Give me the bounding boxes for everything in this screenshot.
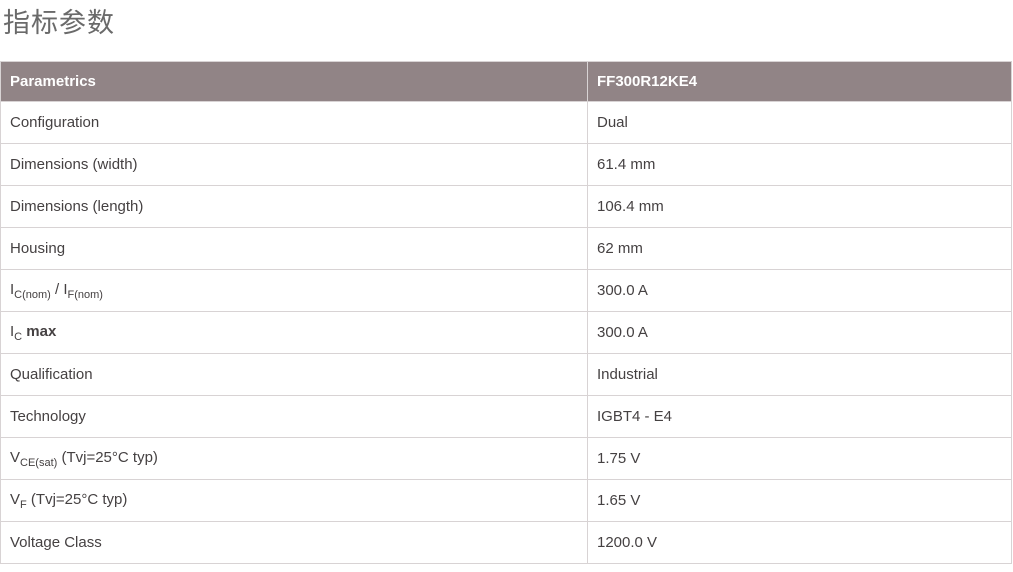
- header-row: Parametrics FF300R12KE4: [0, 61, 1012, 102]
- param-cell: Voltage Class: [0, 521, 588, 564]
- value-cell: 106.4 mm: [587, 185, 1012, 228]
- table-row: IC max 300.0 A: [0, 311, 1012, 354]
- table-row: Housing 62 mm: [0, 227, 1012, 270]
- param-cell: Qualification: [0, 353, 588, 396]
- param-cell: VF (Tvj=25°C typ): [0, 479, 588, 522]
- param-cell: IC max: [0, 311, 588, 354]
- parametrics-table: Parametrics FF300R12KE4 Configuration Dua…: [0, 61, 1012, 564]
- value-cell: 300.0 A: [587, 311, 1012, 354]
- table-row: IC(nom) / IF(nom) 300.0 A: [0, 269, 1012, 312]
- table-row: Configuration Dual: [0, 101, 1012, 144]
- value-cell: 62 mm: [587, 227, 1012, 270]
- page-title: 指标参数: [3, 8, 115, 38]
- table-body: Configuration Dual Dimensions (width) 61.4 …: [0, 101, 1012, 564]
- header-cell-part-number: FF300R12KE4: [587, 61, 1012, 102]
- table-row: VCE(sat) (Tvj=25°C typ) 1.75 V: [0, 437, 1012, 480]
- value-cell: IGBT4 - E4: [587, 395, 1012, 438]
- value-cell: 300.0 A: [587, 269, 1012, 312]
- value-cell: 1.65 V: [587, 479, 1012, 522]
- header-cell-parametrics: Parametrics: [0, 61, 588, 102]
- value-cell: 1200.0 V: [587, 521, 1012, 564]
- value-cell: Dual: [587, 101, 1012, 144]
- param-cell: Technology: [0, 395, 588, 438]
- param-cell: Dimensions (length): [0, 185, 588, 228]
- table-row: Dimensions (length) 106.4 mm: [0, 185, 1012, 228]
- table-row: Technology IGBT4 - E4: [0, 395, 1012, 438]
- table-row: Dimensions (width) 61.4 mm: [0, 143, 1012, 186]
- param-cell: Dimensions (width): [0, 143, 588, 186]
- param-cell: VCE(sat) (Tvj=25°C typ): [0, 437, 588, 480]
- param-cell: Housing: [0, 227, 588, 270]
- param-cell: IC(nom) / IF(nom): [0, 269, 588, 312]
- table-header: Parametrics FF300R12KE4: [0, 61, 1012, 102]
- table-row: Voltage Class 1200.0 V: [0, 521, 1012, 564]
- param-cell: Configuration: [0, 101, 588, 144]
- value-cell: Industrial: [587, 353, 1012, 396]
- value-cell: 61.4 mm: [587, 143, 1012, 186]
- table-row: Qualification Industrial: [0, 353, 1012, 396]
- table-row: VF (Tvj=25°C typ) 1.65 V: [0, 479, 1012, 522]
- value-cell: 1.75 V: [587, 437, 1012, 480]
